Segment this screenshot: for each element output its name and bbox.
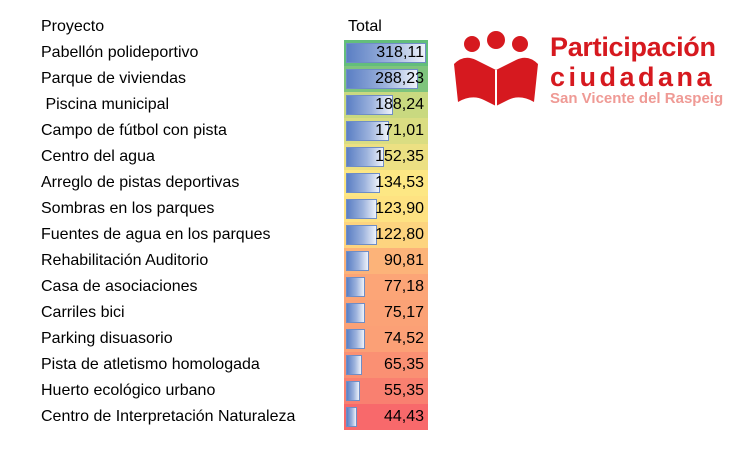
project-name: Casa de asociaciones — [41, 278, 198, 295]
total-cell: 188,24 — [344, 92, 428, 118]
data-bar — [346, 355, 362, 375]
total-cell: 44,43 — [344, 404, 428, 430]
project-name: Arreglo de pistas deportivas — [41, 174, 240, 191]
participacion-ciudadana-logo: Participación ciudadana San Vicente del … — [450, 30, 750, 110]
total-value: 44,43 — [383, 408, 424, 425]
data-bar — [346, 277, 365, 297]
total-cell: 75,17 — [344, 300, 428, 326]
total-cell: 123,90 — [344, 196, 428, 222]
data-bar — [346, 147, 384, 167]
people-figures-icon — [454, 31, 538, 106]
logo-line-ciudadana: ciudadana — [550, 62, 716, 92]
total-value: 55,35 — [383, 382, 424, 399]
data-bar — [346, 251, 369, 271]
data-bar — [346, 381, 360, 401]
data-bar — [346, 225, 377, 245]
table-row: Centro del agua 152,35 — [0, 144, 440, 170]
total-value: 123,90 — [375, 200, 424, 217]
total-value: 65,35 — [383, 356, 424, 373]
total-value: 77,18 — [383, 278, 424, 295]
project-table: Pabellón polideportivo 318,11 Parque de vi… — [0, 40, 440, 430]
data-bar — [346, 407, 357, 427]
total-value: 122,80 — [375, 226, 424, 243]
total-value: 75,17 — [383, 304, 424, 321]
total-value: 74,52 — [383, 330, 424, 347]
project-name: Sombras en los parques — [41, 200, 215, 217]
total-cell: 90,81 — [344, 248, 428, 274]
project-name: Parque de viviendas — [41, 70, 186, 87]
data-bar — [346, 69, 418, 89]
total-value: 134,53 — [375, 174, 424, 191]
project-name: Centro del agua — [41, 148, 155, 165]
total-cell: 65,35 — [344, 352, 428, 378]
table-row: Campo de fútbol con pista 171,01 — [0, 118, 440, 144]
data-bar — [346, 173, 380, 193]
project-name: Huerto ecológico urbano — [41, 382, 216, 399]
total-cell: 288,23 — [344, 66, 428, 92]
total-cell: 122,80 — [344, 222, 428, 248]
table-row: Parque de viviendas 288,23 — [0, 66, 440, 92]
table-row: Pabellón polideportivo 318,11 — [0, 40, 440, 66]
total-value: 90,81 — [383, 252, 424, 269]
project-name: Carriles bici — [41, 304, 125, 321]
data-bar — [346, 303, 365, 323]
total-cell: 152,35 — [344, 144, 428, 170]
total-value: 152,35 — [375, 148, 424, 165]
project-name: Parking disuasorio — [41, 330, 173, 347]
total-value: 171,01 — [375, 122, 424, 139]
project-name: Pista de atletismo homologada — [41, 356, 260, 373]
table-row: Piscina municipal 188,24 — [0, 92, 440, 118]
total-cell: 134,53 — [344, 170, 428, 196]
logo-line-participacion: Participación — [550, 32, 716, 62]
logo-line-location: San Vicente del Raspeig — [550, 90, 724, 107]
project-name: Campo de fútbol con pista — [41, 122, 227, 139]
table-row: Arreglo de pistas deportivas 134,53 — [0, 170, 440, 196]
total-value: 188,24 — [375, 96, 424, 113]
table-row: Casa de asociaciones 77,18 — [0, 274, 440, 300]
table-row: Sombras en los parques 123,90 — [0, 196, 440, 222]
project-name: Pabellón polideportivo — [41, 44, 199, 61]
table-row: Carriles bici 75,17 — [0, 300, 440, 326]
table-row: Fuentes de agua en los parques 122,80 — [0, 222, 440, 248]
total-value: 318,11 — [376, 44, 424, 61]
project-name: Centro de Interpretación Naturaleza — [41, 408, 296, 425]
project-name: Piscina municipal — [41, 96, 170, 113]
table-row: Rehabilitación Auditorio 90,81 — [0, 248, 440, 274]
total-cell: 77,18 — [344, 274, 428, 300]
column-header-proyecto: Proyecto — [41, 18, 105, 35]
project-name: Rehabilitación Auditorio — [41, 252, 209, 269]
table-row: Pista de atletismo homologada 65,35 — [0, 352, 440, 378]
data-bar — [346, 199, 377, 219]
column-header-total: Total — [348, 18, 382, 35]
total-cell: 318,11 — [344, 40, 428, 66]
total-cell: 74,52 — [344, 326, 428, 352]
project-name: Fuentes de agua en los parques — [41, 226, 271, 243]
data-bar — [346, 43, 426, 63]
data-bar — [346, 121, 389, 141]
total-cell: 55,35 — [344, 378, 428, 404]
table-row: Centro de Interpretación Naturaleza 44,43 — [0, 404, 440, 430]
data-bar — [346, 329, 365, 349]
total-value: 288,23 — [375, 70, 424, 87]
total-cell: 171,01 — [344, 118, 428, 144]
data-bar — [346, 95, 393, 115]
table-row: Huerto ecológico urbano 55,35 — [0, 378, 440, 404]
table-row: Parking disuasorio 74,52 — [0, 326, 440, 352]
